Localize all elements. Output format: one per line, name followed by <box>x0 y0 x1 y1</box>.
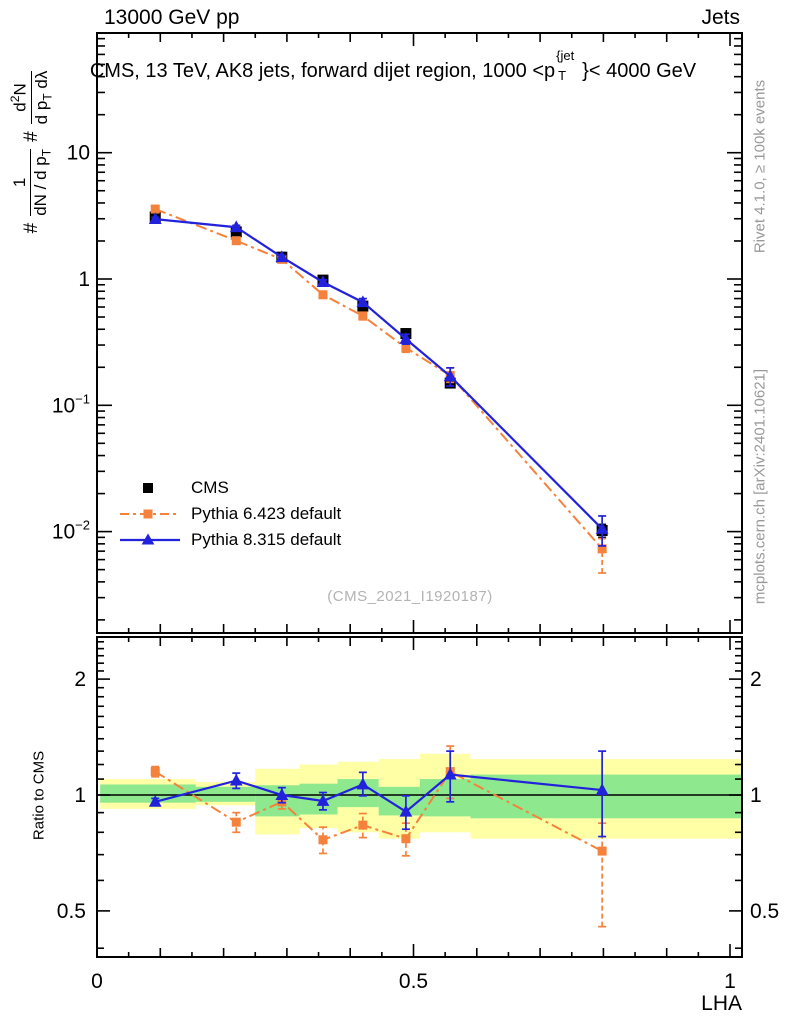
x-tick-label: 0 <box>91 970 103 993</box>
pythia6-marker <box>401 834 411 844</box>
pythia8-marker <box>316 794 330 806</box>
pythia8-marker <box>148 212 162 225</box>
x-tick-label: 1 <box>724 970 736 993</box>
main-y-axis-label: # 1 dN / d pT # d2N d pT dλ <box>5 32 59 272</box>
mcplots-arxiv-note: mcplots.cern.ch [arXiv:2401.10621] <box>751 368 769 605</box>
plot-title-prefix: CMS, 13 TeV, AK8 jets, forward dijet reg… <box>89 60 556 82</box>
ylabel-frac1-denominator: dN / d pT <box>31 149 54 216</box>
plot-title: CMS, 13 TeV, AK8 jets, forward dijet reg… <box>30 48 756 83</box>
ylabel-frac2-denominator: d pT dλ <box>32 71 55 125</box>
legend-row-pythia6: Pythia 6.423 default <box>118 501 341 527</box>
pythia6-marker <box>358 820 368 830</box>
pythia8-marker <box>399 332 413 344</box>
pythia8-line <box>154 773 603 814</box>
beam-energy-label: 13000 GeV pp <box>104 6 240 29</box>
pythia8-legend-marker <box>120 533 180 545</box>
ratio-y-tick-label-right: 0.5 <box>750 900 779 923</box>
pythia6-marker <box>401 343 411 353</box>
pythia6-marker <box>150 204 160 214</box>
pt-jet-notation: {jet T <box>555 48 582 83</box>
legend-row-pythia8: Pythia 8.315 default <box>118 527 341 553</box>
uncertainty-band-green <box>378 786 420 816</box>
legend-label-pythia6: Pythia 6.423 default <box>191 504 342 523</box>
ylabel-frac2-den-text: d p <box>31 100 51 125</box>
legend-row-cms: CMS <box>118 475 341 501</box>
pythia6-marker <box>597 846 607 856</box>
plot-title-suffix: }< 4000 GeV <box>582 60 697 82</box>
pythia8-marker <box>595 522 609 534</box>
pythia8-marker <box>356 777 370 790</box>
ratio-y-tick-label-left: 2 <box>74 668 86 691</box>
ratio-y-tick-label-right: 1 <box>750 784 762 807</box>
pythia8-marker <box>148 795 162 807</box>
pythia8-marker <box>275 788 289 800</box>
ylabel-hash-2: # <box>21 131 42 142</box>
pythia8-swatch-triangle <box>141 533 155 545</box>
analysis-id-watermark: (CMS_2021_I1920187) <box>327 588 493 605</box>
pythia8-marker <box>275 250 289 263</box>
pythia6-marker <box>358 311 368 321</box>
main-y-tick-label: 10 <box>67 142 90 165</box>
pythia6-swatch-square <box>143 509 153 519</box>
ylabel-frac2-num-post: N <box>10 83 30 96</box>
pythia8-line <box>155 218 603 530</box>
pythia6-marker <box>597 544 607 554</box>
ylabel-frac1-numerator: 1 <box>10 148 31 216</box>
ylabel-frac1-den-sub: T <box>39 148 54 157</box>
pythia8-marker <box>356 295 370 308</box>
ylabel-frac2-den-post: dλ <box>31 70 51 94</box>
ratio-y-tick-label-left: 1 <box>74 784 86 807</box>
x-axis-label: LHA <box>701 992 742 1015</box>
rivet-version-note: Rivet 4.1.0, ≥ 100k events <box>751 79 769 254</box>
pythia6-line <box>154 770 603 852</box>
axis-tick-labels: 10 1 10−1 10−2 2 2 1 1 0.5 0.5 0 0.5 1 <box>52 142 779 993</box>
pythia6-marker <box>318 290 328 300</box>
ratio-panel-frame <box>96 636 743 958</box>
main-y-tick-label: 10−1 <box>52 391 90 417</box>
pythia6-marker <box>150 767 160 777</box>
pythia8-marker <box>229 773 243 786</box>
pt-jet-subscript: T <box>558 68 567 83</box>
main-panel-frame <box>96 32 743 634</box>
main-y-tick-label: 10−2 <box>52 518 90 544</box>
process-label: Jets <box>701 6 740 29</box>
ylabel-frac2-num-sup: 2 <box>8 95 23 103</box>
ratio-y-tick-label-right: 2 <box>750 668 762 691</box>
pythia8-series-main <box>148 212 609 547</box>
pt-jet-superscript: {jet <box>556 48 575 63</box>
pythia8-marker <box>443 369 457 382</box>
pythia6-marker <box>318 835 328 845</box>
uncertainty-bands <box>100 753 743 839</box>
ylabel-fraction-1: 1 dN / d pT <box>10 148 54 216</box>
legend-label-pythia8: Pythia 8.315 default <box>191 530 342 549</box>
pythia8-series-ratio <box>148 750 609 838</box>
ylabel-frac1-den-text: dN / d p <box>30 156 50 216</box>
cms-swatch-square <box>143 483 153 493</box>
ylabel-hash-1: # <box>21 222 42 234</box>
ylabel-fraction-2: d2N d pT dλ <box>8 70 55 125</box>
pythia8-marker <box>316 275 330 288</box>
pythia6-marker <box>231 817 241 827</box>
pythia8-marker <box>399 804 413 817</box>
pythia8-marker <box>443 767 457 780</box>
cms-legend-marker <box>143 483 153 493</box>
main-y-tick-label: 1 <box>78 268 90 291</box>
ylabel-frac2-numerator: d2N <box>8 70 32 125</box>
legend: CMS Pythia 6.423 default Pythia 8.315 de… <box>118 475 341 553</box>
legend-label-cms: CMS <box>191 478 229 497</box>
pythia6-marker <box>231 236 241 246</box>
pythia8-marker <box>595 783 609 796</box>
axis-ticks <box>96 33 742 957</box>
pythia8-marker <box>229 220 243 233</box>
uncertainty-band-green <box>419 779 471 817</box>
ratio-y-axis-label: Ratio to CMS <box>30 750 48 841</box>
ylabel-frac2-num-text: d <box>10 102 30 112</box>
pythia6-legend-marker <box>120 509 180 519</box>
ratio-y-tick-label-left: 0.5 <box>57 900 86 923</box>
x-tick-label: 0.5 <box>399 970 428 993</box>
ylabel-frac2-den-sub: T <box>39 93 54 101</box>
